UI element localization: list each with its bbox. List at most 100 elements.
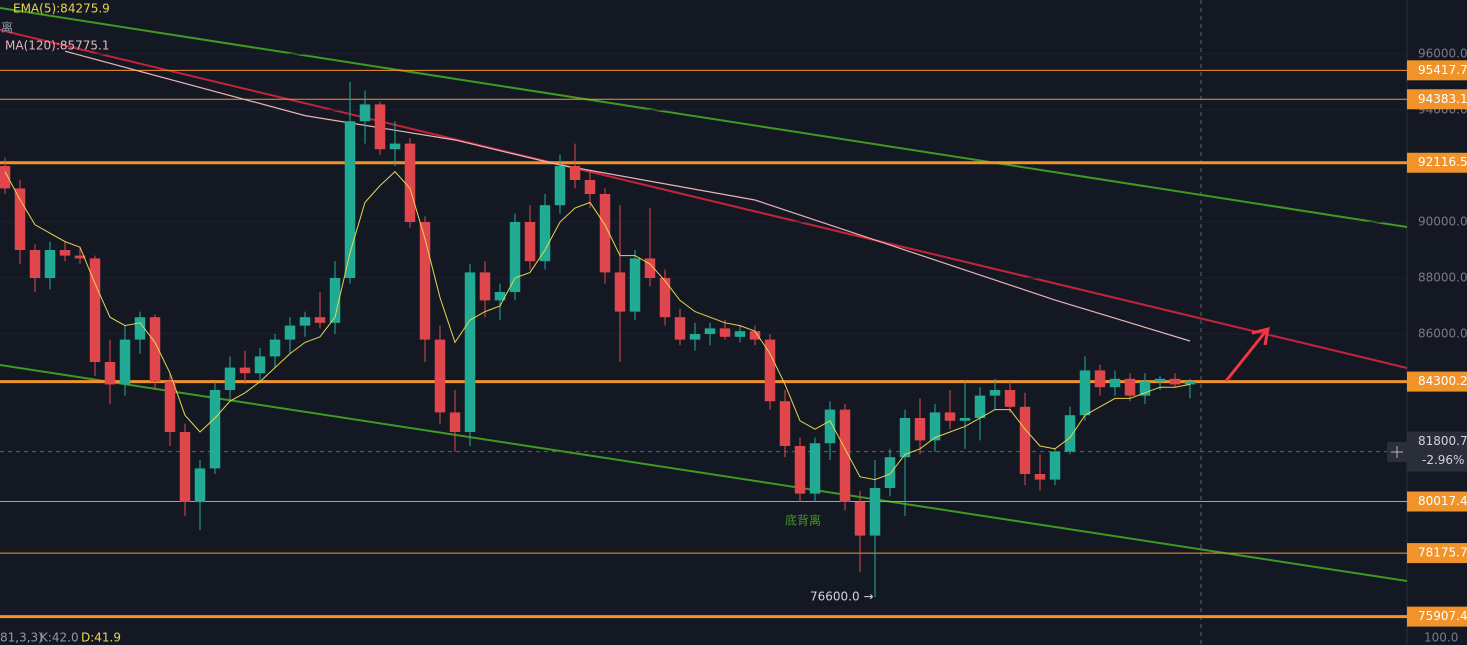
indicator-k: K:42.0 [40, 631, 79, 645]
candle-body [1064, 415, 1076, 452]
ema-legend: EMA(5):84275.9 [13, 2, 110, 16]
candle-body [299, 317, 311, 326]
candle-body [59, 250, 71, 256]
candle-body [704, 328, 716, 335]
candle-body [584, 180, 596, 195]
level-label: 84300.2 [1418, 374, 1467, 388]
candle-body [374, 104, 386, 150]
candle-body [164, 381, 176, 433]
level-label-box [1407, 371, 1467, 392]
price-box [1407, 431, 1467, 472]
level-label-box [1407, 606, 1467, 627]
candle-body [449, 412, 461, 433]
candle-body [1034, 474, 1046, 480]
indicator-params: 81,3,3) [0, 631, 43, 645]
candle-body [854, 502, 866, 536]
candle-body [359, 104, 371, 122]
candle-body [1004, 390, 1016, 407]
candle-body [764, 339, 776, 402]
candle-body [554, 166, 566, 206]
candle-body [779, 401, 791, 447]
candle-body [314, 317, 326, 323]
level-label: 95417.7 [1418, 63, 1467, 77]
candle-body [569, 166, 581, 181]
candle-body [539, 205, 551, 262]
candle-body [29, 250, 41, 279]
candle-body [179, 432, 191, 503]
candle-body [989, 390, 1001, 396]
candle-body [734, 331, 746, 337]
candle-body [1139, 381, 1151, 396]
candle-body [119, 339, 131, 385]
price-change: -2.96% [1422, 453, 1464, 467]
candle-body [884, 457, 896, 489]
level-label-box [1407, 60, 1467, 81]
candle-body [209, 390, 221, 469]
candle-body [329, 278, 341, 323]
candle-body [959, 418, 971, 421]
candle-body [824, 409, 836, 444]
ma-legend: MA(120):85775.1 [5, 39, 110, 53]
candle-body [1094, 370, 1106, 388]
candle-body [974, 395, 986, 419]
candle-body [419, 222, 431, 340]
candle-body [434, 339, 446, 413]
candle-body [1049, 451, 1061, 480]
candle-body [599, 194, 611, 273]
legend-partial: 离 [1, 20, 13, 35]
candle-body [1019, 406, 1031, 475]
level-label: 92116.5 [1418, 155, 1467, 169]
level-label: 94383.1 [1418, 92, 1467, 106]
candle-body [524, 222, 536, 262]
green-trendline-lower [0, 364, 1408, 582]
arrow [1224, 330, 1268, 382]
candle-body [494, 292, 506, 301]
y-tick-label: 86000.0 [1418, 327, 1467, 341]
candle-body [899, 418, 911, 458]
level-label-box [1407, 543, 1467, 564]
candle-body [404, 143, 416, 223]
candle-body [389, 143, 401, 150]
ma120-line [64, 50, 1191, 342]
red-trendline [0, 29, 1408, 369]
candle-body [1124, 378, 1136, 396]
divergence-label: 底背离 [785, 513, 821, 528]
candle-body [479, 272, 491, 301]
candle-body [629, 258, 641, 312]
candle-body [839, 409, 851, 503]
candle-body [689, 334, 701, 340]
candle-body [509, 222, 521, 293]
candle-body [809, 443, 821, 494]
level-label-box [1407, 152, 1467, 173]
candle-body [149, 317, 161, 382]
indicator-axis-label: 100.0 [1424, 631, 1458, 645]
candle-body [914, 418, 926, 441]
candle-body [1169, 378, 1181, 385]
candle-body [344, 121, 356, 279]
candle-body [944, 412, 956, 421]
candle-body [1079, 370, 1091, 416]
candle-body [74, 255, 86, 259]
candle-body [44, 250, 56, 279]
candle-body [224, 367, 236, 391]
candle-body [1184, 381, 1196, 385]
plus-button[interactable] [1387, 442, 1407, 462]
candle-body [929, 412, 941, 441]
y-tick-label: 88000.0 [1418, 271, 1467, 285]
level-label-box [1407, 89, 1467, 110]
candle-body [194, 468, 206, 503]
y-tick-label: 90000.0 [1418, 215, 1467, 229]
candle-body [644, 258, 656, 279]
candle-body [269, 339, 281, 357]
candle-body [254, 356, 266, 374]
ema-line [4, 170, 1191, 481]
y-tick-label: 96000.0 [1418, 47, 1467, 61]
candle-body [1154, 378, 1166, 382]
candle-body [749, 331, 761, 340]
green-trendline-upper [0, 7, 1408, 228]
candle-body [239, 367, 251, 374]
low-label: 76600.0 → [810, 590, 874, 604]
level-label: 80017.4 [1418, 494, 1467, 508]
current-price: 81800.7 [1418, 434, 1467, 448]
